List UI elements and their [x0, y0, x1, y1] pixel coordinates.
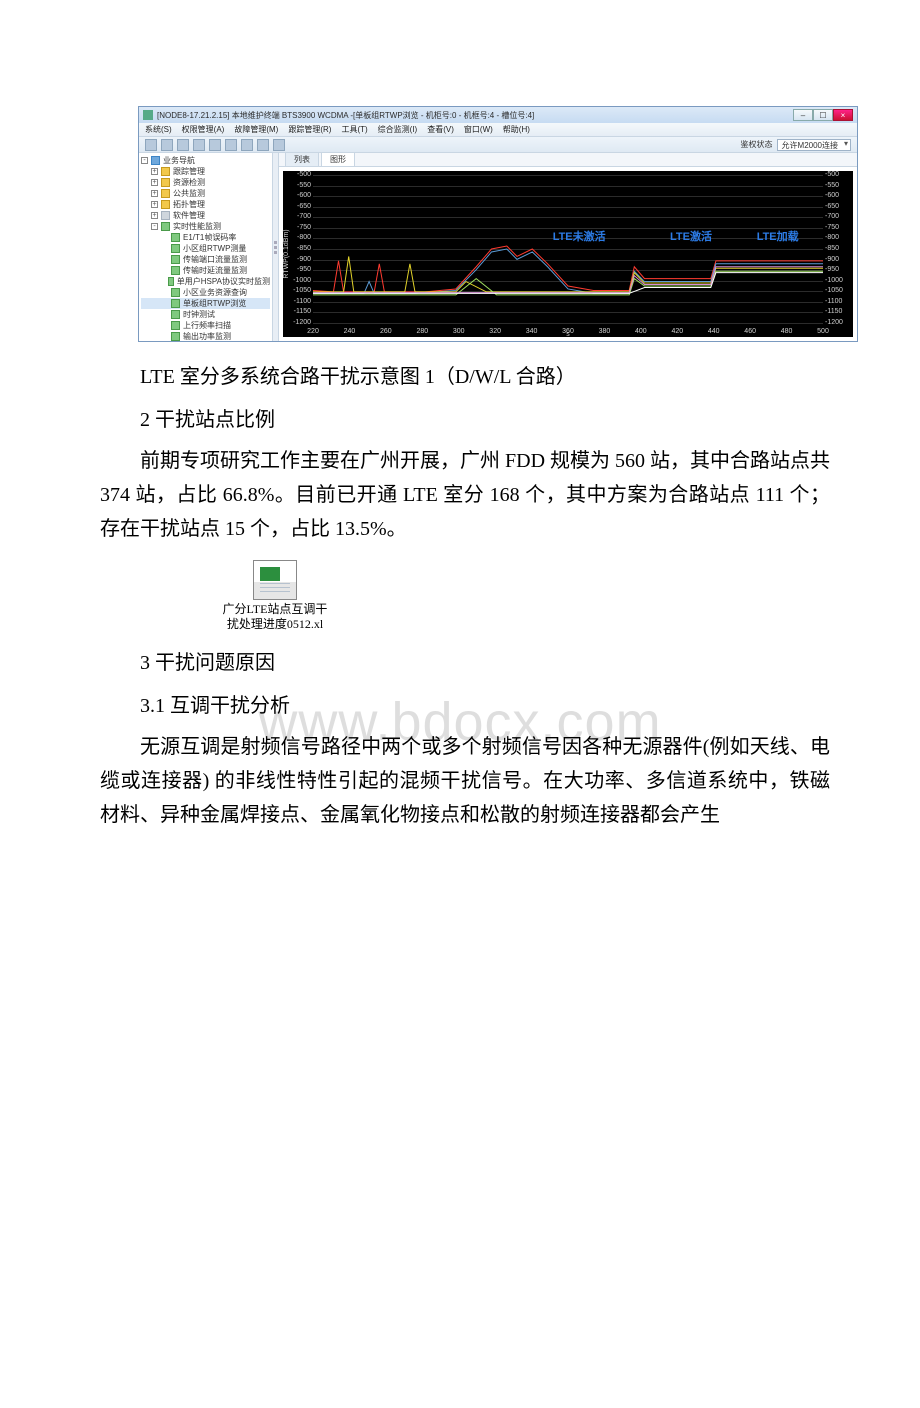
auth-status-label: 鉴权状态: [741, 139, 773, 150]
tree-item[interactable]: +资源检测: [141, 177, 270, 188]
tree-item[interactable]: -实时性能监测: [141, 221, 270, 232]
figure-caption: LTE 室分多系统合路干扰示意图 1（D/W/L 合路）: [100, 360, 830, 389]
tree-item[interactable]: +拓扑管理: [141, 199, 270, 210]
tree-item[interactable]: E1/T1帧误码率: [141, 232, 270, 243]
tree-item[interactable]: 输出功率监测: [141, 331, 270, 341]
toolbar-icon[interactable]: [241, 139, 253, 151]
menu-item[interactable]: 工具(T): [341, 124, 367, 135]
tree-item[interactable]: 单用户HSPA协议实时监测: [141, 276, 270, 287]
menu-item[interactable]: 故障管理(M): [234, 124, 278, 135]
auth-status-dropdown[interactable]: 允许M2000连接: [777, 139, 851, 151]
toolbar-icon[interactable]: [145, 139, 157, 151]
tree-item[interactable]: 时钟测试: [141, 309, 270, 320]
nav-tree[interactable]: -业务导航+跟踪管理+资源检测+公共监测+拓扑管理+软件管理-实时性能监测E1/…: [139, 153, 273, 341]
tab-graph[interactable]: 图形: [321, 152, 355, 166]
tree-item[interactable]: 小区组RTWP测量: [141, 243, 270, 254]
paragraph: 无源互调是射频信号路径中两个或多个射频信号因各种无源器件(例如天线、电缆或连接器…: [100, 730, 830, 832]
tree-item[interactable]: 传输时延流量监测: [141, 265, 270, 276]
toolbar: 鉴权状态 允许M2000连接: [139, 137, 857, 153]
window-title: [NODE8-17.21.2.15] 本地维护终端 BTS3900 WCDMA …: [157, 110, 789, 121]
close-button[interactable]: ×: [833, 109, 853, 121]
menu-item[interactable]: 权限管理(A): [182, 124, 225, 135]
paragraph: 前期专项研究工作主要在广州开展，广州 FDD 规模为 560 站，其中合路站点共…: [100, 444, 830, 546]
chart-pane: 列表 图形 -500-500-550-550-600-600-650-650-7…: [279, 153, 857, 341]
menu-item[interactable]: 查看(V): [427, 124, 454, 135]
chart-area: -500-500-550-550-600-600-650-650-700-700…: [283, 171, 853, 337]
maximize-button[interactable]: ☐: [813, 109, 833, 121]
titlebar: [NODE8-17.21.2.15] 本地维护终端 BTS3900 WCDMA …: [139, 107, 857, 123]
chart-annotation: LTE加载: [757, 228, 799, 244]
toolbar-icon[interactable]: [225, 139, 237, 151]
toolbar-icon[interactable]: [193, 139, 205, 151]
window-buttons: – ☐ ×: [793, 109, 853, 121]
heading-2: 2 干扰站点比例: [100, 403, 830, 432]
heading-3: 3 干扰问题原因: [100, 646, 830, 675]
menu-item[interactable]: 窗口(W): [464, 124, 493, 135]
toolbar-icon[interactable]: [257, 139, 269, 151]
toolbar-icon[interactable]: [273, 139, 285, 151]
toolbar-icon[interactable]: [161, 139, 173, 151]
tree-item[interactable]: +软件管理: [141, 210, 270, 221]
tree-item[interactable]: +公共监测: [141, 188, 270, 199]
chart-tabs: 列表 图形: [279, 153, 857, 167]
tree-item[interactable]: 单板组RTWP浏览: [141, 298, 270, 309]
menu-item[interactable]: 系统(S): [145, 124, 172, 135]
tree-item[interactable]: 上行频率扫描: [141, 320, 270, 331]
app-window: [NODE8-17.21.2.15] 本地维护终端 BTS3900 WCDMA …: [138, 106, 858, 342]
tree-item[interactable]: 小区业务资源查询: [141, 287, 270, 298]
tree-item[interactable]: +跟踪管理: [141, 166, 270, 177]
toolbar-icon[interactable]: [209, 139, 221, 151]
menu-item[interactable]: 跟踪管理(R): [288, 124, 331, 135]
menu-item[interactable]: 综合监测(I): [378, 124, 418, 135]
chart-annotation: LTE未激活: [553, 228, 606, 244]
menubar: 系统(S) 权限管理(A) 故障管理(M) 跟踪管理(R) 工具(T) 综合监测…: [139, 123, 857, 137]
tree-root[interactable]: -业务导航: [141, 155, 270, 166]
menu-item[interactable]: 帮助(H): [503, 124, 530, 135]
embedded-file-label: 广分LTE站点互调干 扰处理进度0512.xl: [200, 602, 350, 632]
minimize-button[interactable]: –: [793, 109, 813, 121]
tab-list[interactable]: 列表: [285, 152, 319, 166]
toolbar-icon[interactable]: [177, 139, 189, 151]
tree-item[interactable]: 传输端口流量监测: [141, 254, 270, 265]
chart-annotation: LTE激活: [670, 228, 712, 244]
app-icon: [143, 110, 153, 120]
excel-icon: [253, 560, 297, 600]
embedded-file[interactable]: 广分LTE站点互调干 扰处理进度0512.xl: [200, 560, 350, 632]
heading-3-1: 3.1 互调干扰分析: [100, 689, 830, 718]
